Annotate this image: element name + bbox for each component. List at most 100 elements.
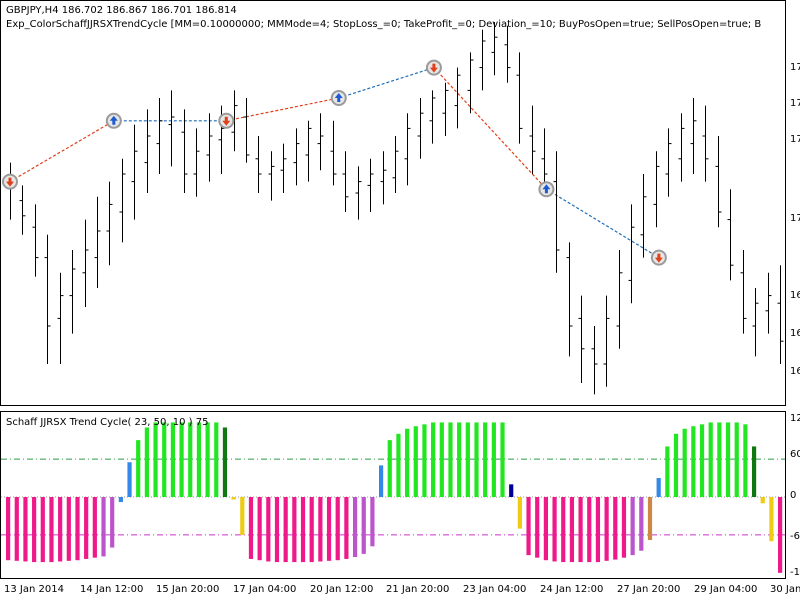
ohlc-bar bbox=[82, 219, 89, 307]
sell-arrow-icon[interactable] bbox=[425, 59, 442, 76]
time-label: 23 Jan 04:00 bbox=[463, 584, 526, 595]
ohlc-bar bbox=[32, 204, 39, 277]
ohlc-bar bbox=[168, 90, 175, 167]
sell-arrow-icon[interactable] bbox=[218, 112, 235, 129]
histogram-bar bbox=[595, 497, 601, 563]
time-label: 29 Jan 04:00 bbox=[694, 584, 757, 595]
ohlc-bar bbox=[392, 136, 399, 193]
arrow-shape bbox=[222, 116, 231, 126]
histogram-bar bbox=[231, 497, 236, 500]
histogram-bar bbox=[639, 497, 644, 551]
histogram-bar bbox=[196, 422, 202, 497]
histogram-bar bbox=[743, 424, 748, 497]
histogram-bar bbox=[84, 497, 89, 559]
ohlc-bar bbox=[765, 272, 772, 334]
histogram-bar bbox=[734, 422, 739, 497]
histogram-bar bbox=[266, 497, 271, 562]
histogram-bar bbox=[457, 422, 462, 497]
sell-arrow-icon[interactable] bbox=[2, 173, 18, 190]
histogram-bar bbox=[483, 422, 488, 497]
histogram-bar bbox=[656, 478, 661, 497]
time-axis: 13 Jan 2014 14 Jan 12:00 15 Jan 20:00 17… bbox=[4, 584, 800, 595]
histogram-bar bbox=[587, 497, 592, 563]
buy-arrow-icon[interactable] bbox=[105, 112, 122, 129]
histogram-bar bbox=[378, 465, 384, 497]
histogram-bar bbox=[396, 433, 401, 497]
buy-arrow-icon[interactable] bbox=[538, 181, 555, 198]
arrow-shape bbox=[6, 177, 14, 187]
ohlc-bar bbox=[293, 128, 300, 186]
ohlc-bar bbox=[181, 109, 188, 193]
histogram-bar bbox=[543, 497, 548, 561]
trade-line bbox=[9, 120, 115, 183]
ohlc-bar bbox=[193, 128, 200, 197]
histogram-bar bbox=[535, 497, 540, 558]
histogram-bar bbox=[66, 497, 71, 561]
histogram-bar bbox=[448, 422, 453, 497]
ohlc-bar bbox=[131, 124, 138, 220]
ohlc-bar bbox=[566, 242, 573, 357]
histogram-bar bbox=[40, 497, 45, 563]
ohlc-bar bbox=[628, 204, 635, 304]
ohlc-bar bbox=[367, 158, 374, 212]
histogram-bar bbox=[162, 422, 167, 497]
ohlc-bar bbox=[640, 174, 647, 258]
histogram-bar bbox=[300, 497, 306, 563]
main-chart-frame bbox=[0, 0, 786, 406]
histogram-bar bbox=[708, 422, 713, 497]
sell-arrow-icon[interactable] bbox=[650, 249, 667, 266]
time-label: 17 Jan 04:00 bbox=[233, 584, 296, 595]
ohlc-bar bbox=[529, 105, 536, 174]
histogram-bar bbox=[101, 497, 106, 557]
histogram-bar bbox=[509, 484, 514, 497]
histogram-bar bbox=[760, 497, 765, 504]
histogram-bar bbox=[344, 497, 349, 559]
ohlc-bar bbox=[603, 295, 610, 387]
histogram-bar bbox=[205, 422, 210, 497]
ohlc-bar bbox=[305, 120, 312, 182]
histogram-bar bbox=[14, 497, 19, 561]
ohlc-bar bbox=[578, 295, 585, 383]
histogram-bar bbox=[370, 497, 375, 547]
histogram-bar bbox=[717, 422, 722, 497]
ohlc-bar bbox=[404, 113, 411, 186]
time-label: 21 Jan 20:00 bbox=[386, 584, 449, 595]
histogram-bar bbox=[170, 422, 176, 497]
histogram-bar bbox=[500, 422, 505, 497]
ohlc-bar bbox=[255, 136, 262, 193]
indicator-axis: 12 60 0 -6 -12 bbox=[790, 413, 800, 578]
histogram-bar bbox=[361, 497, 366, 554]
histogram-bar bbox=[691, 426, 696, 497]
histogram-bar bbox=[673, 433, 679, 497]
histogram-bar bbox=[422, 424, 427, 497]
ohlc-bar bbox=[243, 98, 250, 163]
histogram-bar bbox=[214, 422, 219, 497]
arrow-shape bbox=[654, 253, 663, 263]
ohlc-bar bbox=[19, 185, 26, 235]
histogram-bar bbox=[621, 497, 627, 558]
ohlc-bar bbox=[231, 90, 238, 152]
histogram-bar bbox=[144, 427, 149, 497]
symbol-line: GBPJPY,H4 186.702 186.867 186.701 186.81… bbox=[6, 5, 237, 16]
arrow-shape bbox=[334, 93, 343, 102]
histogram-bar bbox=[326, 497, 332, 561]
time-label: 30 Jan bbox=[770, 584, 800, 595]
ohlc-bar bbox=[553, 151, 560, 273]
indicator-title: Schaff JJRSX Trend Cycle( 23, 50, 10 ) 7… bbox=[6, 417, 208, 428]
ohlc-bar bbox=[429, 90, 436, 144]
buy-arrow-icon[interactable] bbox=[330, 90, 347, 106]
ohlc-bar bbox=[69, 250, 76, 334]
histogram-bar bbox=[352, 497, 358, 558]
price-label: 16 bbox=[790, 328, 800, 339]
histogram-bar bbox=[778, 497, 783, 573]
indicator-axis-label: 12 bbox=[790, 413, 800, 424]
ohlc-bar bbox=[156, 98, 163, 174]
histogram-bar bbox=[292, 497, 297, 563]
histogram-bar bbox=[23, 497, 28, 562]
ohlc-bar bbox=[57, 272, 64, 364]
histogram-bar bbox=[32, 497, 37, 563]
ohlc-bar bbox=[653, 151, 660, 228]
trade-markers[interactable] bbox=[2, 59, 667, 266]
